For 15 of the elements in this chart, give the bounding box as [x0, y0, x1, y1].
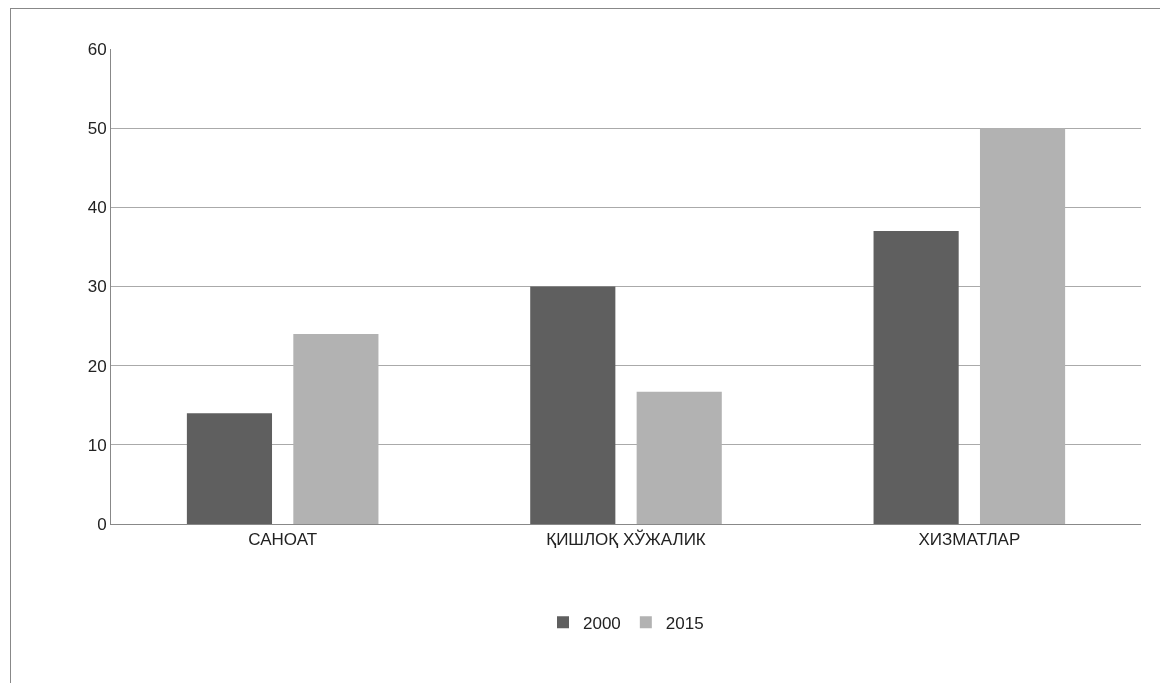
- bar: [530, 286, 616, 524]
- x-tick-label: ХИЗМАТЛАР: [918, 530, 1021, 550]
- y-tick-label: 50: [87, 119, 107, 139]
- y-tick-label: 40: [87, 198, 107, 218]
- legend-label: 2000: [583, 613, 621, 633]
- bar: [873, 231, 959, 524]
- y-tick-label: 20: [87, 356, 107, 376]
- x-tick-label: ҚИШЛОҚ ХЎЖАЛИК: [546, 529, 706, 550]
- y-tick-label: 30: [87, 277, 107, 297]
- x-tick-label: САНОАТ: [248, 530, 318, 550]
- bar: [186, 413, 273, 524]
- y-tick-label: 0: [97, 514, 107, 534]
- y-tick-label: 10: [87, 435, 107, 455]
- legend-label: 2015: [665, 613, 704, 633]
- y-tick-label: 60: [87, 39, 107, 59]
